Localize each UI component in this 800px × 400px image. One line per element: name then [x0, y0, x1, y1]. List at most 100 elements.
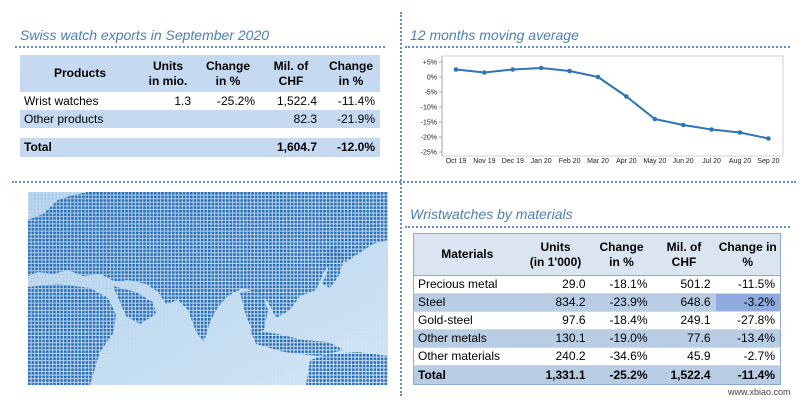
- materials-table: Materials Units (in 1'000) Change in % Mil…: [413, 233, 781, 385]
- data-point: [510, 67, 516, 72]
- cell-units: [140, 110, 196, 128]
- chart-title-underline: [405, 46, 790, 48]
- cell-chf: 1,522.4: [652, 365, 716, 385]
- table-row: Wrist watches 1.3 -25.2% 1,522.4 -11.4%: [20, 92, 380, 110]
- cell-units: [140, 138, 196, 157]
- header-line: Change: [328, 58, 373, 73]
- x-tick-label: Nov 19: [473, 158, 495, 165]
- data-point: [737, 130, 743, 135]
- header-line: Units: [153, 58, 183, 73]
- x-tick-label: Jun 20: [673, 158, 694, 165]
- header-line: Units: [540, 239, 571, 254]
- header-line: Change: [599, 239, 644, 254]
- map-land-australia: [306, 352, 388, 385]
- data-point: [624, 94, 629, 99]
- cell-chf: 1,604.7: [276, 140, 317, 154]
- data-point: [709, 127, 714, 132]
- exports-title-underline: [15, 46, 385, 48]
- map-land-indonesia: [250, 330, 344, 356]
- chart-title: 12 months moving average: [410, 27, 579, 43]
- materials-header-row: Materials Units (in 1'000) Change in % Mil…: [413, 233, 781, 276]
- x-tick-label: Mar 20: [587, 158, 609, 165]
- map-land-eurasia: [28, 192, 388, 342]
- header-chf-change: Change in %: [322, 55, 380, 92]
- cell-units-change: -18.4%: [590, 311, 653, 330]
- row-label: Other metals: [413, 329, 521, 348]
- cell-units-change: -19.0%: [590, 329, 653, 348]
- cell-chf: 45.9: [652, 347, 716, 366]
- cell-chf-change: -12.0%: [336, 140, 375, 154]
- header-line: Mil. of: [666, 239, 702, 254]
- header-line: Change in: [718, 239, 777, 254]
- cell-chf: 249.1: [652, 311, 716, 330]
- header-line: in mio.: [148, 73, 188, 88]
- header-units: Units in mio.: [140, 55, 196, 92]
- header-line: Mil. of: [273, 58, 309, 73]
- x-tick-label: May 20: [643, 158, 666, 165]
- cell-units: 1.3: [174, 93, 191, 108]
- data-point: [482, 70, 487, 75]
- y-tick-label: -25%: [421, 150, 437, 157]
- table-row: Steel 834.2 -23.9% 648.6 -3.2%: [413, 293, 781, 312]
- row-label: Other products: [24, 111, 104, 126]
- header-materials: Materials: [414, 234, 521, 276]
- x-tick-label: Oct 19: [446, 158, 467, 165]
- row-label: Total: [24, 140, 52, 154]
- data-point: [538, 65, 544, 71]
- x-tick-label: Jan 20: [531, 158, 552, 165]
- header-units-change: Change in %: [591, 234, 653, 276]
- map-land-africa: [28, 284, 116, 385]
- header-line: in %: [338, 73, 364, 88]
- cell-chf-change: -21.9%: [336, 111, 375, 126]
- header-products: Products: [20, 55, 140, 92]
- cell-chf-change: -11.5%: [715, 275, 781, 294]
- total-row: Total 1,604.7 -12.0%: [20, 138, 380, 157]
- header-units: Units (in 1'000): [521, 234, 591, 276]
- table-row: Other materials 240.2 -34.6% 45.9 -2.7%: [413, 347, 781, 366]
- y-tick-label: -15%: [421, 120, 437, 127]
- data-point: [595, 74, 601, 80]
- table-row: Gold-steel 97.6 -18.4% 249.1 -27.8%: [413, 311, 781, 330]
- header-line: CHF: [278, 73, 304, 88]
- table-row: Other metals 130.1 -19.0% 77.6 -13.4%: [413, 329, 781, 348]
- header-line: CHF: [671, 254, 697, 269]
- header-chf: Mil. of CHF: [260, 55, 322, 92]
- exports-table: Products Units in mio. Change in % Mil. of…: [20, 55, 380, 157]
- cell-chf-change: -11.4%: [337, 93, 375, 108]
- materials-title: Wristwatches by materials: [410, 206, 573, 222]
- y-tick-label: +5%: [423, 60, 437, 67]
- header-line: Change: [205, 58, 250, 73]
- data-point: [680, 122, 686, 128]
- data-point: [766, 136, 771, 141]
- cell-units: 240.2: [520, 347, 591, 366]
- cell-units: 1,331.1: [520, 365, 591, 385]
- materials-title-underline: [405, 226, 790, 228]
- row-label: Wrist watches: [24, 93, 99, 108]
- map-land-southeast-asia: [240, 290, 268, 334]
- data-point: [652, 116, 658, 122]
- watermark-url: www.xbiao.com: [728, 387, 791, 397]
- cell-units-change: -25.2%: [590, 365, 653, 385]
- row-label: Other materials: [413, 347, 521, 366]
- row-label: Precious metal: [413, 275, 521, 294]
- header-chf-change: Change in%: [716, 234, 781, 276]
- cell-chf-change: -13.4%: [715, 329, 781, 348]
- x-tick-label: Dec 19: [502, 158, 524, 165]
- row-label: Gold-steel: [413, 311, 521, 330]
- x-tick-label: Jul 20: [702, 158, 721, 165]
- cell-chf-change: -3.2%: [715, 293, 781, 312]
- cell-units-change: [196, 110, 260, 128]
- exports-title: Swiss watch exports in September 2020: [20, 27, 270, 43]
- data-point: [567, 68, 572, 74]
- y-tick-label: 0%: [427, 75, 437, 82]
- map-land-japan: [322, 246, 344, 288]
- cell-chf-change: -27.8%: [715, 311, 781, 330]
- cell-units-change: [196, 138, 260, 157]
- map-land-arabia: [113, 286, 156, 324]
- cell-units: 97.6: [520, 311, 591, 330]
- y-tick-label: -5%: [425, 90, 437, 97]
- cell-units: 130.1: [520, 329, 591, 348]
- header-units-change: Change in %: [196, 55, 260, 92]
- cell-units-change: -34.6%: [590, 347, 653, 366]
- cell-chf: 501.2: [652, 275, 716, 294]
